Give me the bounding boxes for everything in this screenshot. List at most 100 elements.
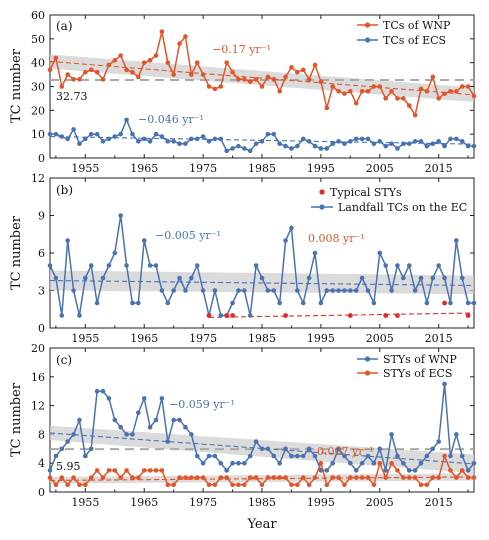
data-point <box>77 482 82 488</box>
data-point <box>330 475 335 480</box>
data-point <box>418 275 424 281</box>
data-point <box>454 88 459 94</box>
x-tick-label: 1975 <box>189 496 217 509</box>
x-tick-label: 1985 <box>248 496 276 509</box>
data-point <box>289 225 294 231</box>
data-point <box>112 417 118 423</box>
data-point <box>412 139 418 144</box>
data-point <box>336 288 341 293</box>
data-point <box>212 453 218 459</box>
data-point <box>271 453 277 459</box>
data-point <box>465 475 471 480</box>
data-point <box>159 288 165 293</box>
data-point <box>218 84 224 89</box>
panel-c-ecs-trend-label: 0.007 yr⁻¹ <box>317 445 374 458</box>
y-tick-label: 12 <box>31 172 45 185</box>
data-point <box>53 275 59 281</box>
y-tick-label: 0 <box>38 486 45 499</box>
data-point <box>283 143 288 149</box>
data-point <box>200 134 206 139</box>
data-point <box>88 67 94 73</box>
legend-marker-typical-stys <box>319 189 325 195</box>
x-axis-title: Year <box>246 517 277 532</box>
panel-b-trend-lines <box>49 279 475 318</box>
data-point <box>194 453 200 459</box>
data-point <box>47 468 53 473</box>
data-point <box>454 136 459 142</box>
panel-a-ecs-trend-label: −0.046 yr⁻¹ <box>138 113 204 126</box>
y-tick-label: 0 <box>38 152 45 165</box>
x-tick-label: 1955 <box>71 162 99 175</box>
data-point <box>59 84 65 89</box>
legend-label-sty-ecs: STYs of ECS <box>383 367 452 380</box>
data-point <box>300 300 306 306</box>
data-point <box>406 475 412 480</box>
data-point <box>77 141 82 146</box>
data-point <box>200 288 206 293</box>
panel-a-series <box>47 29 477 154</box>
data-point <box>465 468 471 473</box>
data-point <box>153 417 159 423</box>
data-point <box>224 313 230 318</box>
data-point <box>183 475 188 480</box>
data-point <box>295 143 300 149</box>
data-point <box>389 288 394 293</box>
y-tick-label: 10 <box>31 128 45 141</box>
data-point <box>389 88 394 94</box>
data-point <box>118 213 123 218</box>
data-point <box>459 468 465 473</box>
data-point <box>448 88 453 94</box>
data-point <box>395 468 400 473</box>
data-point <box>312 143 318 149</box>
data-point <box>389 141 394 146</box>
data-point <box>83 69 88 75</box>
data-point <box>383 313 389 318</box>
data-point <box>336 88 341 94</box>
data-point <box>412 468 418 473</box>
panel-c-series <box>47 381 477 488</box>
data-point <box>448 468 453 473</box>
data-point <box>224 148 229 154</box>
confidence-band <box>50 270 474 295</box>
y-tick-label: 30 <box>31 81 45 94</box>
data-point <box>112 57 118 63</box>
data-point <box>430 446 436 452</box>
panel-c-mean-value: 5.95 <box>56 460 81 473</box>
x-tick-label: 2015 <box>425 496 453 509</box>
data-point <box>236 482 241 488</box>
panel-c-ticks: 0 4 8 12 16 20 1955 1965 1975 1985 1995 2005 2015 <box>31 342 474 509</box>
data-point <box>253 141 259 146</box>
data-point <box>283 313 288 318</box>
panel-b-landfall-trend-label: −0.005 yr⁻¹ <box>155 229 221 242</box>
data-point <box>330 84 335 89</box>
data-point <box>171 139 176 144</box>
legend-marker-wnp <box>364 22 371 28</box>
data-point <box>71 127 76 132</box>
data-point <box>141 396 147 401</box>
data-point <box>436 439 441 444</box>
data-point <box>200 460 206 466</box>
y-tick-label: 40 <box>31 57 45 70</box>
data-point <box>206 453 212 459</box>
panel-b: 0 3 6 9 12 1955 1965 1975 1985 1995 2005 2015 (b) −… <box>31 172 477 345</box>
data-point <box>141 238 147 243</box>
data-point <box>218 475 224 480</box>
data-point <box>47 475 53 480</box>
panel-c-y-axis-title: TC number <box>9 382 24 457</box>
data-point <box>342 141 347 146</box>
data-point <box>359 475 365 480</box>
y-tick-label: 6 <box>38 247 45 260</box>
data-point <box>324 482 330 488</box>
data-point <box>65 482 70 488</box>
data-point <box>312 62 318 68</box>
data-point <box>265 475 271 480</box>
data-point <box>442 453 447 459</box>
data-point <box>259 84 265 89</box>
data-point <box>324 288 330 293</box>
data-point <box>165 60 171 65</box>
data-point <box>300 67 306 73</box>
data-point <box>218 136 224 142</box>
data-point <box>271 77 277 82</box>
data-point <box>53 453 59 459</box>
data-point <box>424 300 430 306</box>
